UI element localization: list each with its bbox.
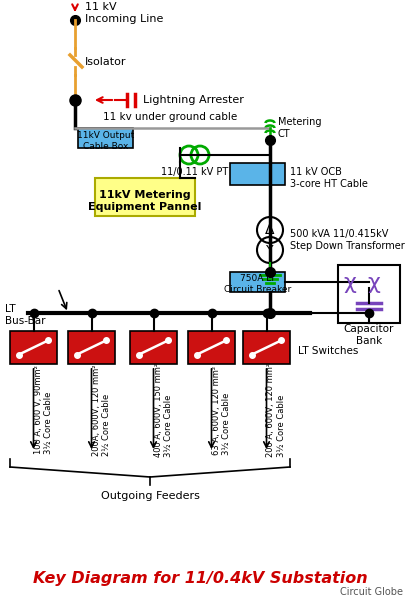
Text: 750A LT
Circuit Breaker: 750A LT Circuit Breaker <box>224 274 291 293</box>
Text: 63 A, 600V, 120 mm²
3½ Core Cable: 63 A, 600V, 120 mm² 3½ Core Cable <box>211 365 231 455</box>
Bar <box>130 331 177 364</box>
Text: 400 A, 600V, 150 mm²
3½ Core Cable: 400 A, 600V, 150 mm² 3½ Core Cable <box>153 363 173 457</box>
Text: 11kV Metering
Equipment Pannel: 11kV Metering Equipment Pannel <box>88 190 202 212</box>
Bar <box>68 331 115 364</box>
Bar <box>95 178 195 216</box>
Text: LT Switches: LT Switches <box>298 346 358 356</box>
Text: Δ: Δ <box>265 223 275 237</box>
Text: 500 kVA 11/0.415kV
Step Down Transformer: 500 kVA 11/0.415kV Step Down Transformer <box>290 229 405 251</box>
Text: 11 kv under ground cable: 11 kv under ground cable <box>103 112 237 122</box>
Text: Isolator: Isolator <box>85 57 126 67</box>
Text: Key Diagram for 11/0.4kV Substation: Key Diagram for 11/0.4kV Substation <box>33 571 367 586</box>
Bar <box>188 331 235 364</box>
Text: Circuit Globe: Circuit Globe <box>341 587 403 597</box>
Bar <box>243 331 290 364</box>
Text: Metering
CT: Metering CT <box>278 117 322 139</box>
Text: 11 kV
Incoming Line: 11 kV Incoming Line <box>85 2 163 24</box>
Text: Lightning Arrester: Lightning Arrester <box>143 95 244 105</box>
Bar <box>230 272 285 292</box>
Text: 11/0.11 kV PT: 11/0.11 kV PT <box>161 167 228 177</box>
Text: 200A, 600V, 120 mm²
2½ Core Cable: 200A, 600V, 120 mm² 2½ Core Cable <box>92 364 111 456</box>
Text: Capacitor
Bank: Capacitor Bank <box>344 324 394 346</box>
Text: 100 A, 600 V, 90mm²
3½ Core Cable: 100 A, 600 V, 90mm² 3½ Core Cable <box>34 365 53 454</box>
Text: 11 kV OCB
3-core HT Cable: 11 kV OCB 3-core HT Cable <box>290 167 368 189</box>
Bar <box>338 265 400 323</box>
Bar <box>78 128 133 148</box>
Text: 11kV Output
Cable Box: 11kV Output Cable Box <box>77 131 134 151</box>
Text: χ: χ <box>343 273 356 293</box>
Text: Outgoing Feeders: Outgoing Feeders <box>100 491 199 501</box>
Bar <box>10 331 57 364</box>
Text: Y: Y <box>266 244 274 257</box>
Text: χ: χ <box>368 273 380 293</box>
Bar <box>230 163 285 185</box>
Text: 200 A, 600V, 120 mm²
3½ Core Cable: 200 A, 600V, 120 mm² 3½ Core Cable <box>266 363 286 457</box>
Text: LT
Bus-Bar: LT Bus-Bar <box>5 304 45 326</box>
